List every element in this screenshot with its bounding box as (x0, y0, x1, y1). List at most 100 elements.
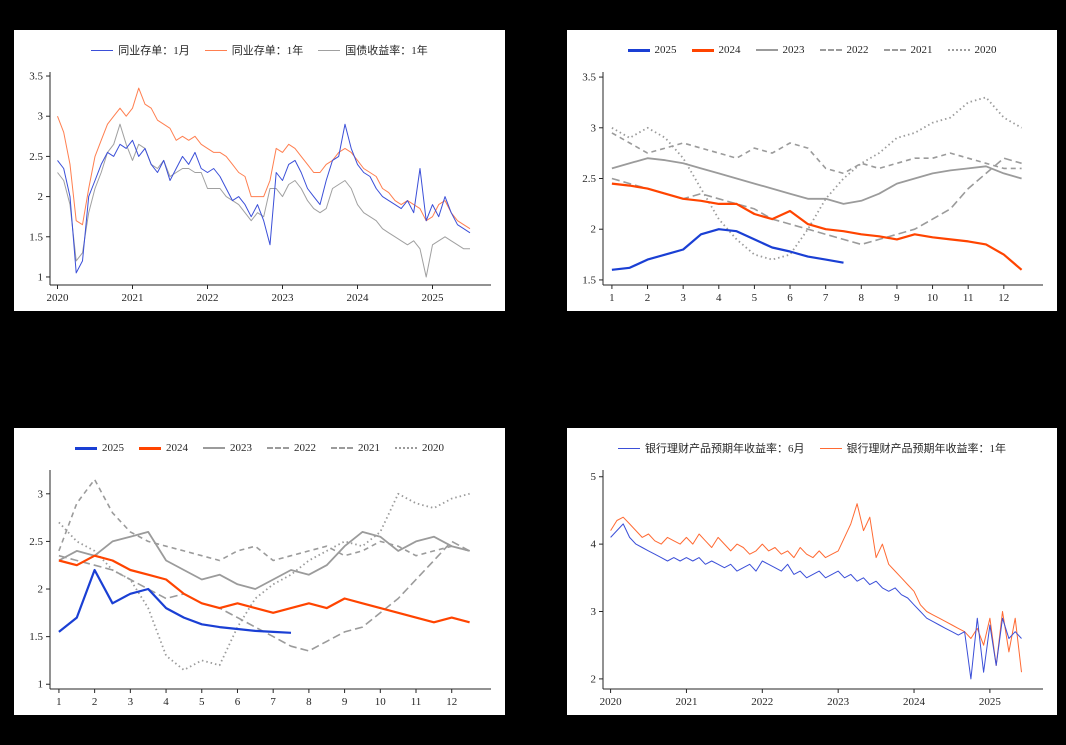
legend-label: 2023 (782, 44, 805, 56)
legend-item: 2023 (203, 442, 252, 454)
series-line-2023 (611, 157, 1022, 205)
series-line-2022 (611, 157, 1022, 246)
tick-labels: 1.522.533.51 2 3 4 5 6 7 8 9 10 11 12 (582, 72, 1009, 304)
legend-item: 2022 (267, 442, 316, 454)
legend-label: 2023 (230, 442, 252, 454)
wmp-expected-yield-plot: 2 3 4 5 2020 2021 2022 2023 2024 2025 (591, 470, 1043, 708)
x-tick-label: 9 (342, 696, 348, 708)
ncd-1y-by-year-plot: 1.522.533.51 2 3 4 5 6 7 8 9 10 11 12 (582, 72, 1043, 304)
legend-label: 2024 (718, 44, 741, 56)
x-tick-label: 3 (128, 696, 134, 708)
legend-label: 国债收益率：1年 (345, 45, 428, 57)
series-line-银行理财产品预期年收益率：1年 (610, 503, 1022, 673)
y-tick-label: 2.5 (582, 173, 596, 185)
x-tick-label: 11 (411, 696, 422, 708)
ncd-and-treasury-plot: 1 1.5 2 2.5 3 3.5 2020 2021 2022 2023 2024 2025 (29, 71, 491, 304)
x-tick-label: 1 (609, 292, 615, 304)
x-tick-label: 2024 (903, 696, 926, 708)
y-tick-label: 3 (591, 606, 597, 618)
legend-line-sample (331, 447, 353, 449)
series-line-2021 (611, 132, 1022, 175)
x-tick-label: 6 (787, 292, 793, 304)
x-tick-label: 2 (645, 292, 651, 304)
legend-label: 2020 (974, 44, 997, 56)
legend-label: 同业存单：1年 (231, 45, 304, 57)
series-line-同业存单：1年 (57, 87, 471, 230)
y-tick-label: 5 (591, 471, 597, 483)
legend-line-sample (75, 446, 97, 450)
legend-item: 同业存单：1月 (91, 42, 190, 58)
y-tick-label: 2 (38, 191, 44, 203)
legend-item: 同业存单：1年 (204, 42, 304, 58)
x-tick-label: 6 (235, 696, 241, 708)
x-tick-label: 7 (270, 696, 276, 708)
x-tick-label: 8 (306, 696, 312, 708)
axes (599, 72, 1043, 289)
series-line-国债收益率：1年 (57, 123, 470, 278)
y-tick-label: 2 (591, 673, 597, 685)
series-line-2023 (58, 531, 470, 590)
axes (599, 470, 1043, 693)
series-line-银行理财产品预期年收益率：6月 (610, 523, 1022, 680)
x-tick-label: 11 (963, 292, 974, 304)
x-tick-label: 4 (716, 292, 722, 304)
tick-labels: 2 3 4 5 2020 2021 2022 2023 2024 2025 (591, 471, 1002, 708)
x-tick-label: 7 (823, 292, 829, 304)
chart-panel-ncd-1m-by-year: 2025 2024 2023 2022 2021 2020 1 1.5 2 2.5 3 1 2 3 4 5 6… (14, 428, 505, 715)
chart-legend: 银行理财产品预期年收益率：6月 银行理财产品预期年收益率：1年 (567, 428, 1057, 462)
series-line-2022 (58, 540, 470, 652)
series-line-2024 (58, 554, 470, 624)
series-line-2020 (611, 96, 1023, 261)
chart-panel-ncd-1y-by-year: 2025 2024 2023 2022 2021 2020 1.5 2 2.5 3 3.5 1 2 3 4… (567, 30, 1057, 311)
y-tick-label: 1 (38, 271, 44, 283)
series-line-2024 (611, 182, 1023, 271)
y-tick-label: 1.5 (582, 274, 596, 286)
series-line-2025 (58, 568, 292, 634)
legend-label: 2022 (294, 442, 316, 454)
legend-line-sample (947, 49, 970, 51)
legend-label: 银行理财产品预期年收益率：1年 (846, 443, 1007, 455)
y-tick-label: 2.5 (29, 151, 43, 163)
chart-legend: 2025 2024 2023 2022 2021 2020 (567, 30, 1057, 64)
y-tick-label: 2.5 (29, 536, 43, 548)
axes (46, 72, 491, 289)
tick-labels: 11.522.531 2 3 4 5 6 7 8 9 10 11 12 (29, 488, 457, 708)
legend-item: 银行理财产品预期年收益率：6月 (618, 440, 805, 456)
chart-legend: 同业存单：1月 同业存单：1年 国债收益率：1年 (14, 30, 505, 64)
legend-item: 2024 (691, 44, 741, 56)
y-tick-label: 3 (38, 488, 44, 500)
x-tick-label: 12 (998, 292, 1009, 304)
legend-line-sample (618, 447, 640, 449)
x-tick-label: 10 (927, 292, 939, 304)
x-tick-label: 5 (199, 696, 205, 708)
x-tick-label: 3 (680, 292, 686, 304)
legend-item: 2025 (75, 442, 124, 454)
legend-line-sample (318, 49, 341, 51)
x-tick-label: 2020 (47, 292, 70, 304)
x-tick-label: 9 (894, 292, 900, 304)
x-tick-label: 2023 (272, 292, 295, 304)
x-tick-label: 4 (163, 696, 169, 708)
tick-labels: 1 1.5 2 2.5 3 3.5 2020 2021 2022 2023 2024 2025 (29, 71, 444, 304)
chart-legend: 2025 2024 2023 2022 2021 2020 (14, 428, 505, 462)
legend-item: 国债收益率：1年 (318, 42, 428, 58)
legend-label: 2021 (358, 442, 380, 454)
legend-item: 2021 (331, 442, 380, 454)
legend-label: 银行理财产品预期年收益率：6月 (645, 443, 805, 455)
y-tick-label: 2 (38, 584, 44, 596)
x-tick-label: 1 (56, 696, 62, 708)
legend-label: 2022 (846, 44, 869, 56)
x-tick-label: 2025 (422, 292, 445, 304)
legend-item: 2021 (883, 44, 933, 56)
y-tick-label: 1.5 (29, 231, 43, 243)
x-tick-label: 2020 (600, 696, 623, 708)
legend-label: 2025 (654, 44, 677, 56)
legend-item: 2024 (139, 442, 188, 454)
x-tick-label: 2021 (675, 696, 697, 708)
legend-item: 2023 (755, 44, 805, 56)
legend-line-sample (139, 446, 161, 450)
series-line-2021 (58, 478, 470, 562)
y-tick-label: 3.5 (582, 72, 596, 84)
x-tick-label: 5 (752, 292, 758, 304)
